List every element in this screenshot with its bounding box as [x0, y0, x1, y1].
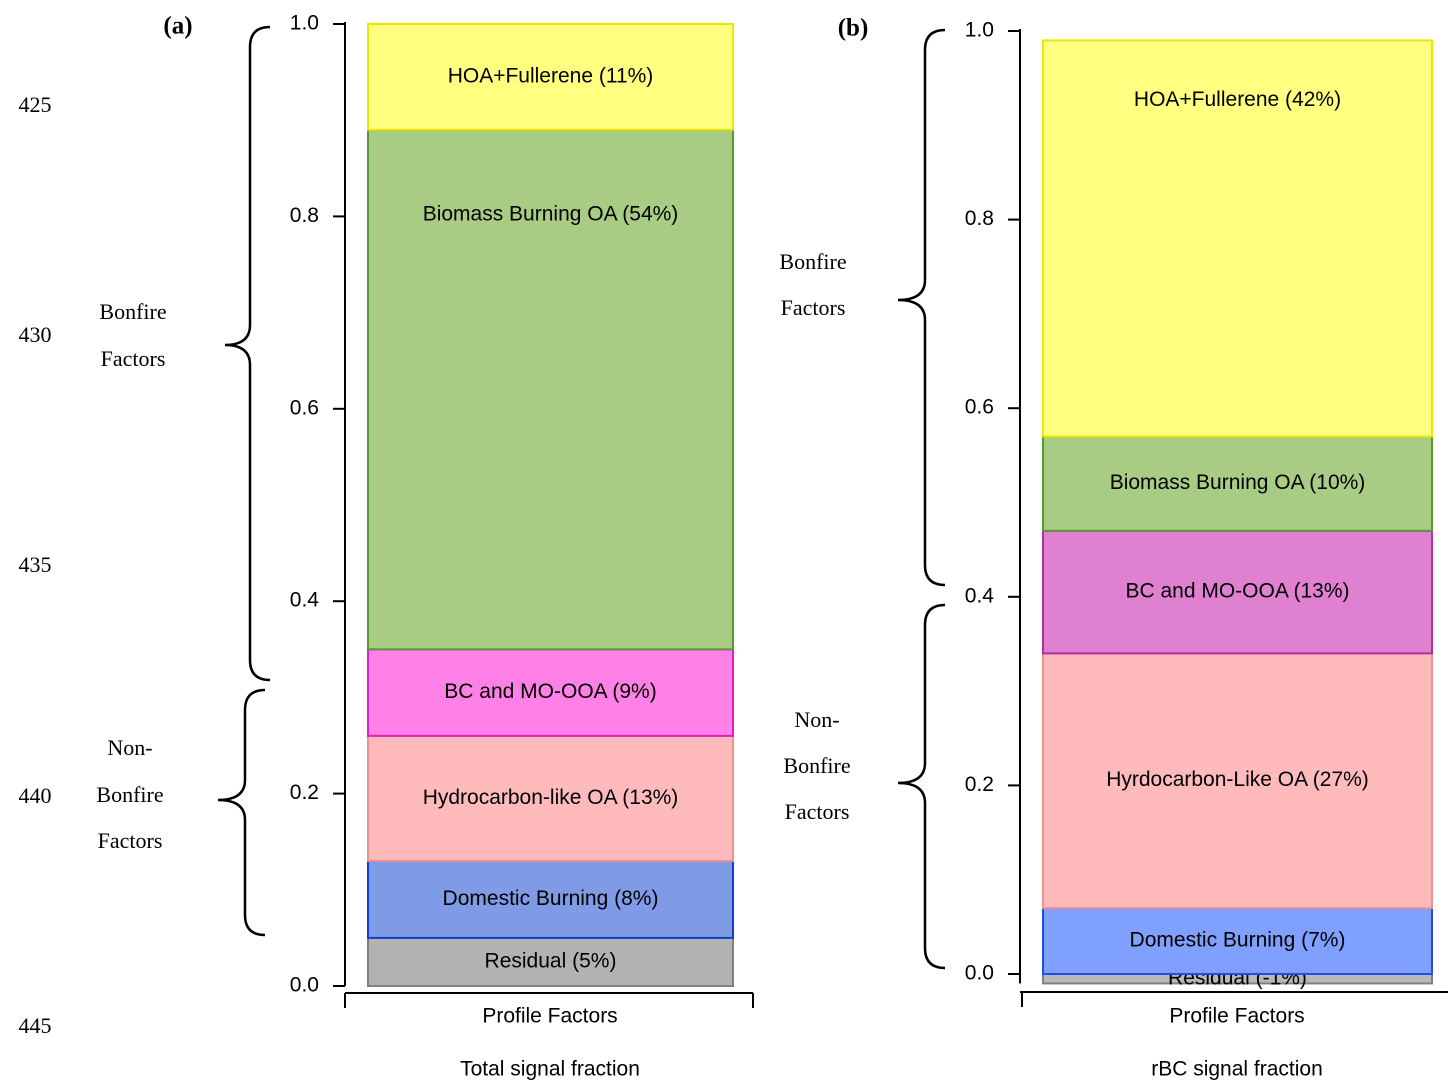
- bar-segment: [1042, 39, 1433, 438]
- segment-label: Domestic Burning (7%): [1130, 929, 1346, 952]
- y-tick-label: 0.0: [965, 962, 994, 985]
- segment-label: HOA+Fullerene (11%): [448, 64, 654, 87]
- segment-label: BC and MO-OOA (9%): [444, 680, 656, 703]
- segment-label: Biomass Burning OA (54%): [423, 202, 679, 225]
- y-tick-label: 0.0: [290, 974, 319, 997]
- segment-label: Hydrocarbon-like OA (13%): [423, 786, 679, 809]
- x-axis-label: Profile Factors: [1169, 1005, 1304, 1028]
- line-number: 425: [19, 92, 52, 117]
- group-label: Non-: [794, 707, 839, 732]
- group-label: Bonfire: [96, 782, 163, 807]
- group-label: Factors: [101, 346, 166, 371]
- group-brace: [897, 603, 946, 970]
- segment-label: BC and MO-OOA (13%): [1125, 580, 1349, 603]
- chart-title: Total signal fraction: [460, 1058, 640, 1081]
- group-label: Factors: [781, 295, 846, 320]
- x-axis-label: Profile Factors: [482, 1005, 617, 1028]
- bar-segment: [1042, 906, 1433, 975]
- chart-title: rBC signal fraction: [1151, 1058, 1323, 1081]
- y-tick-label: 0.6: [965, 396, 994, 419]
- group-label: Non-: [107, 735, 152, 760]
- bar-segment: [1042, 529, 1433, 655]
- panel-label: (b): [838, 15, 869, 42]
- bar-segment: [367, 23, 734, 131]
- group-label: Factors: [98, 828, 163, 853]
- bar-segment: [367, 859, 734, 939]
- group-brace: [224, 25, 271, 682]
- bar-segment: [367, 936, 734, 988]
- panel-label: (a): [163, 13, 192, 40]
- bar-segment: [367, 648, 734, 737]
- group-brace: [897, 28, 946, 587]
- y-tick-label: 0.4: [965, 584, 995, 607]
- y-tick-label: 0.4: [290, 589, 320, 612]
- group-label: Bonfire: [779, 249, 846, 274]
- group-label: Bonfire: [99, 299, 166, 324]
- bar-segment: [1042, 652, 1433, 909]
- y-tick-label: 1.0: [290, 12, 319, 35]
- group-label: Factors: [785, 799, 850, 824]
- line-number: 435: [19, 552, 52, 577]
- group-brace: [217, 688, 266, 937]
- y-tick-label: 0.8: [965, 207, 994, 230]
- line-number: 440: [19, 783, 52, 808]
- segment-label: Residual (5%): [485, 949, 617, 972]
- segment-label: Biomass Burning OA (10%): [1110, 471, 1366, 494]
- y-tick-label: 0.2: [965, 773, 994, 796]
- segment-label: HOA+Fullerene (42%): [1134, 88, 1341, 111]
- y-tick-label: 1.0: [965, 19, 994, 42]
- y-tick-label: 0.8: [290, 204, 319, 227]
- line-number: 430: [19, 322, 52, 347]
- segment-label: Domestic Burning (8%): [443, 887, 659, 910]
- segment-label: Hyrdocarbon-Like OA (27%): [1106, 768, 1369, 791]
- bar-segment: [367, 128, 734, 651]
- y-tick-label: 0.2: [290, 781, 319, 804]
- group-label: Bonfire: [783, 753, 850, 778]
- line-number: 445: [19, 1013, 52, 1038]
- y-tick-label: 0.6: [290, 396, 319, 419]
